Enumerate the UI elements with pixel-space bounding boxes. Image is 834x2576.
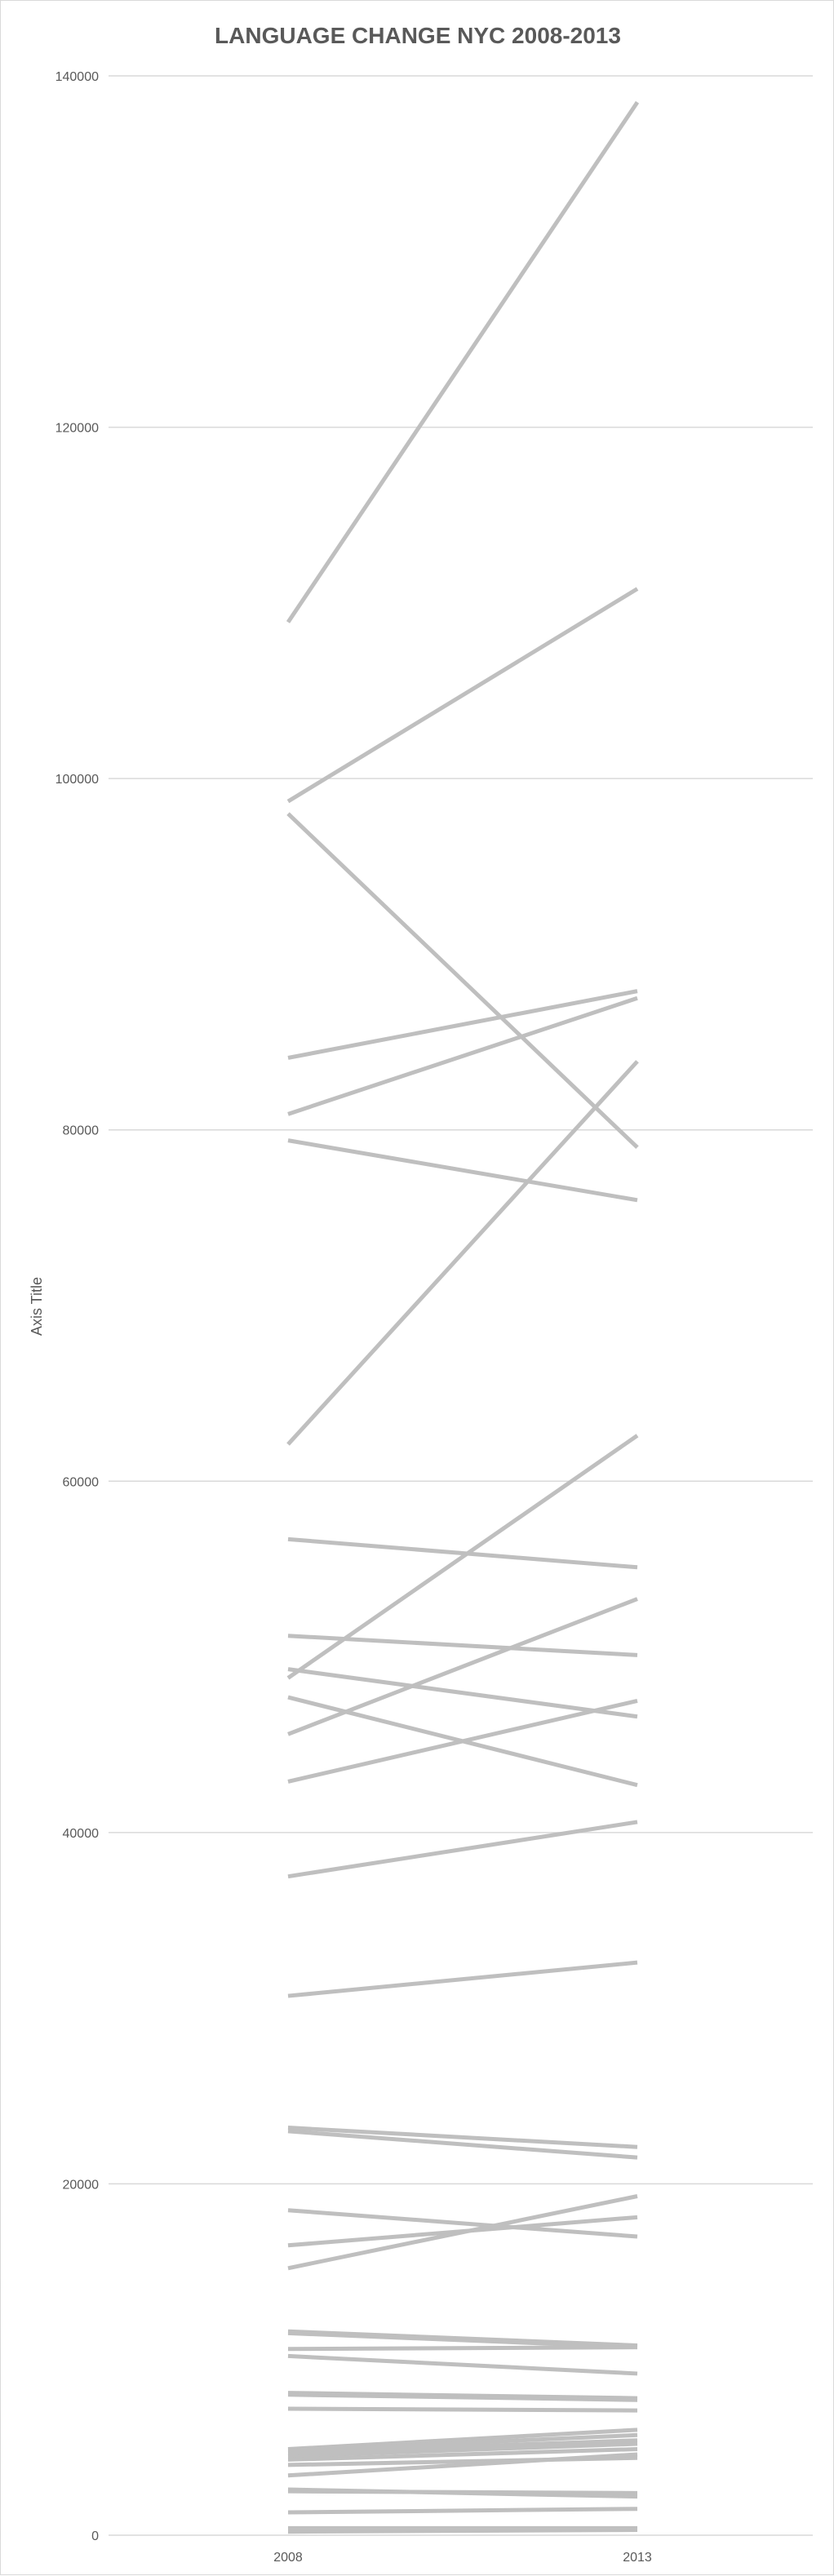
- series-line-19: [287, 2208, 638, 2239]
- chart-title: LANGUAGE CHANGE NYC 2008-2013: [215, 23, 621, 48]
- x-axis-ticks: 2008 2013: [273, 2551, 652, 2565]
- series-line-6: [287, 1138, 638, 1203]
- y-tick-label: 80000: [63, 1124, 100, 1138]
- series-line-3: [286, 812, 639, 1150]
- series-line-18: [287, 2129, 638, 2160]
- y-tick-label: 0: [91, 2529, 99, 2543]
- y-tick-label: 100000: [55, 773, 99, 787]
- y-axis-title: Axis Title: [29, 1277, 45, 1336]
- series-line-15: [287, 1820, 638, 1879]
- series-line-23: [287, 2330, 638, 2350]
- series-line-10: [287, 1667, 638, 1719]
- series-line-28: [287, 2406, 638, 2413]
- y-axis-ticks: 0 20000 40000 60000 80000 100000 120000 140000: [55, 70, 99, 2543]
- series-line-8: [287, 1536, 638, 1570]
- series-line-13: [287, 1597, 638, 1736]
- y-tick-label: 20000: [63, 2178, 100, 2192]
- series-line-40: [287, 2528, 638, 2534]
- series-line-30: [287, 2432, 638, 2454]
- y-tick-label: 120000: [55, 422, 99, 436]
- series-line-32: [287, 2441, 638, 2459]
- x-tick-label: 2013: [623, 2551, 652, 2565]
- series-line-14: [287, 1698, 638, 1784]
- series-line-17: [287, 2126, 638, 2149]
- series-line-27: [287, 2392, 638, 2402]
- series-line-24: [287, 2345, 638, 2352]
- y-tick-label: 40000: [63, 1827, 100, 1841]
- series-line-1: [286, 100, 640, 623]
- gridlines: [109, 75, 813, 2536]
- series-line-29: [287, 2427, 638, 2452]
- series-line-9: [287, 1634, 638, 1657]
- series-line-37: [287, 2489, 638, 2495]
- series-line-33: [287, 2447, 638, 2462]
- y-tick-label: 60000: [63, 1475, 100, 1489]
- series-line-2: [286, 587, 639, 804]
- y-tick-label: 140000: [55, 70, 99, 84]
- series-line-38: [287, 2507, 638, 2515]
- series-line-4: [287, 989, 638, 1060]
- series-line-11: [286, 1434, 639, 1680]
- series-line-5: [287, 995, 638, 1116]
- series-lines: [286, 100, 640, 2534]
- series-line-16: [287, 1960, 638, 1998]
- series-line-7: [286, 1060, 639, 1446]
- x-tick-label: 2008: [273, 2551, 303, 2565]
- series-line-35: [287, 2452, 638, 2478]
- series-line-31: [287, 2438, 638, 2455]
- series-line-25: [287, 2353, 638, 2376]
- series-line-21: [287, 2194, 638, 2271]
